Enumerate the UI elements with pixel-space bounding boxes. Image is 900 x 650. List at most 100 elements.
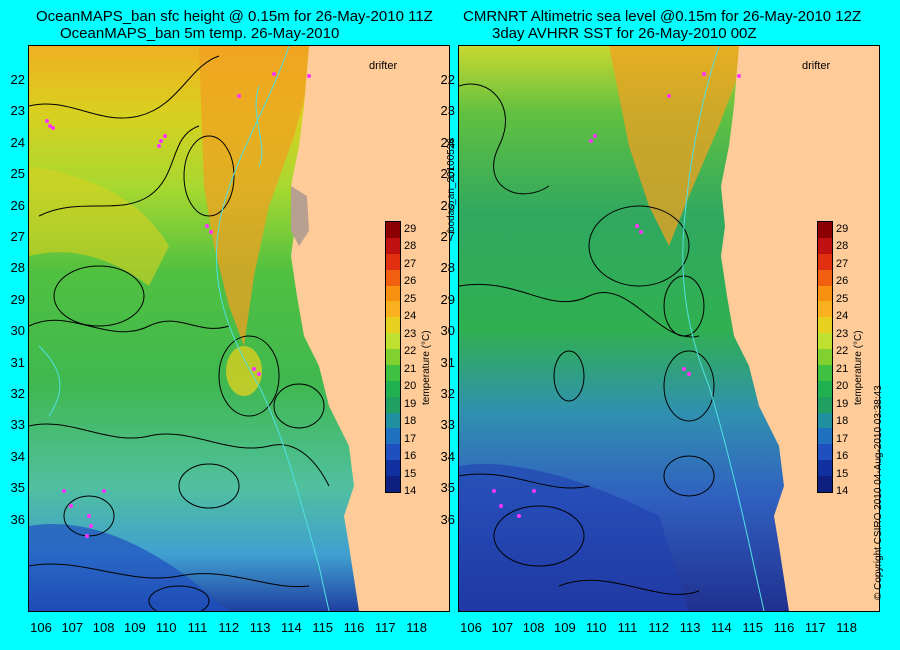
right-colorbar-swatch — [818, 285, 832, 302]
right-colorbar-swatch — [818, 349, 832, 365]
right-lat-tick-34: 34 — [440, 448, 455, 464]
right-lon-tick-113: 113 — [679, 620, 701, 635]
left-colorbar-swatch — [386, 349, 400, 365]
left-colorbar-swatch — [386, 412, 400, 429]
left-lat-tick-22: 22 — [10, 72, 25, 87]
left-colorbar-value-16: 16 — [404, 450, 417, 463]
left-drifter-label: drifter — [369, 60, 398, 72]
left-lat-tick-28: 28 — [10, 260, 25, 276]
right-colorbar-swatch — [818, 396, 832, 413]
left-colorbar-value-20: 20 — [404, 380, 417, 393]
copyright-label: © Copyright CSIRO 2010 04-Aug-2010 03:38… — [873, 385, 884, 600]
isobaths — [38, 46, 330, 611]
left-colorbar-swatch — [386, 269, 400, 286]
warm-patch — [29, 166, 169, 286]
land — [291, 46, 449, 611]
right-colorbar-swatch — [818, 317, 832, 334]
right-colorbar-value-17: 17 — [836, 432, 849, 445]
left-colorbar-swatch — [386, 476, 400, 492]
right-title-line2: 3day AVHRR SST for 26-May-2010 00Z — [492, 25, 757, 42]
right-colorbar-swatch — [818, 301, 832, 318]
right-lon-tick-106: 106 — [460, 620, 482, 635]
right-colorbar-value-19: 19 — [836, 397, 849, 410]
left-colorbar-swatch — [386, 317, 400, 334]
right-colorbar-swatch — [818, 460, 832, 476]
right-colorbar-label: temperature (°C) — [853, 330, 864, 405]
left-lat-tick-24: 24 — [10, 134, 25, 150]
right-lat-tick-25: 25 — [440, 166, 455, 182]
right-colorbar-swatch — [818, 476, 832, 492]
ssh-contours — [459, 83, 715, 595]
left-colorbar-swatch — [386, 333, 400, 349]
right-colorbar-swatch — [818, 380, 832, 397]
right-colorbar-value-20: 20 — [836, 380, 849, 393]
right-colorbar-swatch — [818, 444, 832, 461]
left-colorbar-swatch — [386, 285, 400, 302]
left-lon-tick-115: 115 — [312, 620, 334, 635]
left-lat-tick-32: 32 — [10, 386, 25, 401]
left-colorbar-swatch — [386, 253, 400, 270]
right-lat-tick-23: 23 — [440, 103, 455, 119]
left-colorbar-value-15: 15 — [404, 467, 417, 480]
left-lon-tick-106: 106 — [30, 620, 52, 635]
right-colorbar-value-21: 21 — [836, 362, 849, 375]
left-colorbar-swatch — [386, 444, 400, 461]
right-colorbar-swatch — [818, 364, 832, 381]
cold-patch — [459, 464, 689, 611]
left-colorbar-value-18: 18 — [404, 415, 417, 428]
left-lat-tick-26: 26 — [10, 197, 25, 213]
left-lon-tick-113: 113 — [249, 620, 271, 635]
left-colorbar-swatch — [386, 237, 400, 254]
left-colorbar-value-19: 19 — [404, 397, 417, 410]
right-lon-tick-112: 112 — [648, 620, 670, 635]
left-lat-tick-25: 25 — [10, 166, 25, 182]
cold-patch — [29, 524, 229, 611]
right-lon-tick-111: 111 — [617, 620, 638, 635]
right-colorbar-value-15: 15 — [836, 467, 849, 480]
left-lat-tick-34: 34 — [10, 448, 25, 464]
left-lat-tick-33: 33 — [10, 417, 25, 433]
right-lon-tick-109: 109 — [554, 620, 576, 635]
right-colorbar-swatch — [818, 269, 832, 286]
right-colorbar-value-26: 26 — [836, 275, 849, 288]
drifter-tracks — [492, 72, 741, 518]
left-colorbar-swatch — [386, 301, 400, 318]
left-lon-tick-116: 116 — [343, 620, 365, 635]
left-lat-tick-30: 30 — [10, 323, 25, 339]
right-lon-tick-110: 110 — [585, 620, 607, 635]
right-colorbar-value-14: 14 — [836, 485, 849, 497]
right-lon-tick-116: 116 — [773, 620, 795, 635]
left-colorbar-swatch — [386, 364, 400, 381]
right-lon-tick-117: 117 — [804, 620, 826, 635]
isobaths — [682, 46, 765, 611]
right-drifter-label: drifter — [802, 60, 831, 72]
left-colorbar-value-29: 29 — [404, 223, 417, 235]
left-lat-tick-29: 29 — [10, 291, 25, 307]
left-colorbar-swatch — [386, 396, 400, 413]
right-colorbar-value-27: 27 — [836, 257, 849, 270]
left-map-panel — [28, 45, 450, 612]
right-lat-tick-32: 32 — [440, 386, 455, 401]
right-lat-tick-33: 33 — [440, 417, 455, 433]
left-lat-tick-31: 31 — [10, 354, 25, 370]
right-lat-tick-31: 31 — [440, 354, 455, 370]
left-lat-tick-23: 23 — [10, 103, 25, 119]
left-colorbar-swatch — [386, 460, 400, 476]
right-map-svg — [459, 46, 879, 611]
left-colorbar-value-25: 25 — [404, 292, 417, 305]
left-colorbar-value-28: 28 — [404, 240, 417, 253]
right-colorbar-value-16: 16 — [836, 450, 849, 463]
left-lat-tick-35: 35 — [10, 480, 25, 496]
left-colorbar-value-27: 27 — [404, 257, 417, 270]
right-colorbar-swatch — [818, 237, 832, 254]
left-colorbar-swatch — [386, 380, 400, 397]
right-colorbar-swatch — [818, 428, 832, 445]
estuary — [291, 186, 309, 246]
right-lon-tick-118: 118 — [836, 620, 857, 635]
drifter-tracks — [45, 72, 311, 538]
left-colorbar-value-22: 22 — [404, 345, 417, 358]
left-colorbar-value-14: 14 — [404, 485, 417, 497]
right-colorbar-value-25: 25 — [836, 292, 849, 305]
right-lat-tick-26: 26 — [440, 197, 455, 213]
left-lon-tick-110: 110 — [155, 620, 177, 635]
